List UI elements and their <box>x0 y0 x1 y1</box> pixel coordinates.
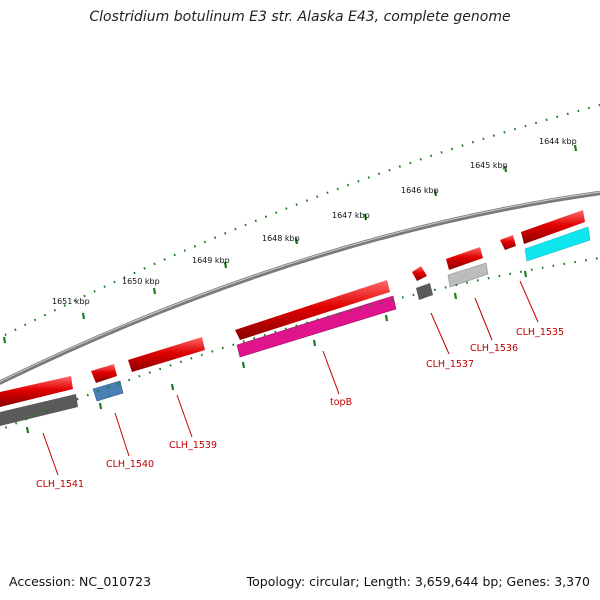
accession-text: Accession: NC_010723 <box>9 574 152 589</box>
gene-clh1540a[interactable] <box>91 364 117 383</box>
gene-label-clh1539[interactable]: CLH_1539 <box>169 440 217 451</box>
scale-label-1649: 1649 kbp <box>192 256 230 265</box>
scale-label-1651: 1651 kbp <box>52 297 90 306</box>
gene-light-gray[interactable] <box>447 262 489 288</box>
genome-summary-text: Topology: circular; Length: 3,659,644 bp… <box>246 574 590 589</box>
forward-genes <box>0 210 585 407</box>
gene-blue[interactable] <box>92 380 124 402</box>
scale-label-1644: 1644 kbp <box>539 137 577 146</box>
scale-label-1648: 1648 kbp <box>262 234 300 243</box>
outer-major-ticks <box>2 144 578 344</box>
gene-pink[interactable] <box>236 295 397 358</box>
gene-label-clh1541[interactable]: CLH_1541 <box>36 479 84 490</box>
gene-label-clh1536[interactable]: CLH_1536 <box>470 343 518 354</box>
gene-clh1536[interactable] <box>446 247 483 270</box>
gene-clh1541a[interactable] <box>0 376 73 407</box>
scale-label-1650: 1650 kbp <box>122 277 160 286</box>
gene-clh1537a[interactable] <box>412 266 427 281</box>
inner-major-ticks <box>25 270 528 434</box>
gene-label-topb[interactable]: topB <box>330 397 352 408</box>
label-leaders <box>42 280 539 476</box>
gene-label-clh1540[interactable]: CLH_1540 <box>106 459 154 470</box>
scale-label-1646: 1646 kbp <box>401 186 439 195</box>
gene-clh1539[interactable] <box>128 337 205 372</box>
gene-label-clh1537[interactable]: CLH_1537 <box>426 359 474 370</box>
gene-dark-gray[interactable] <box>0 394 78 426</box>
gene-topb[interactable] <box>235 280 390 340</box>
genome-backbone <box>0 190 600 386</box>
second-row-genes <box>0 226 591 426</box>
scale-label-1645: 1645 kbp <box>470 161 508 170</box>
gene-cyan[interactable] <box>524 226 591 262</box>
map-title: Clostridium botulinum E3 str. Alaska E43… <box>89 9 511 25</box>
outer-tick-track <box>0 103 600 339</box>
gene-clh1535[interactable] <box>521 210 585 244</box>
gene-label-clh1535[interactable]: CLH_1535 <box>516 327 564 338</box>
scale-label-1647: 1647 kbp <box>332 211 370 220</box>
gene-small-1535b[interactable] <box>500 235 516 250</box>
